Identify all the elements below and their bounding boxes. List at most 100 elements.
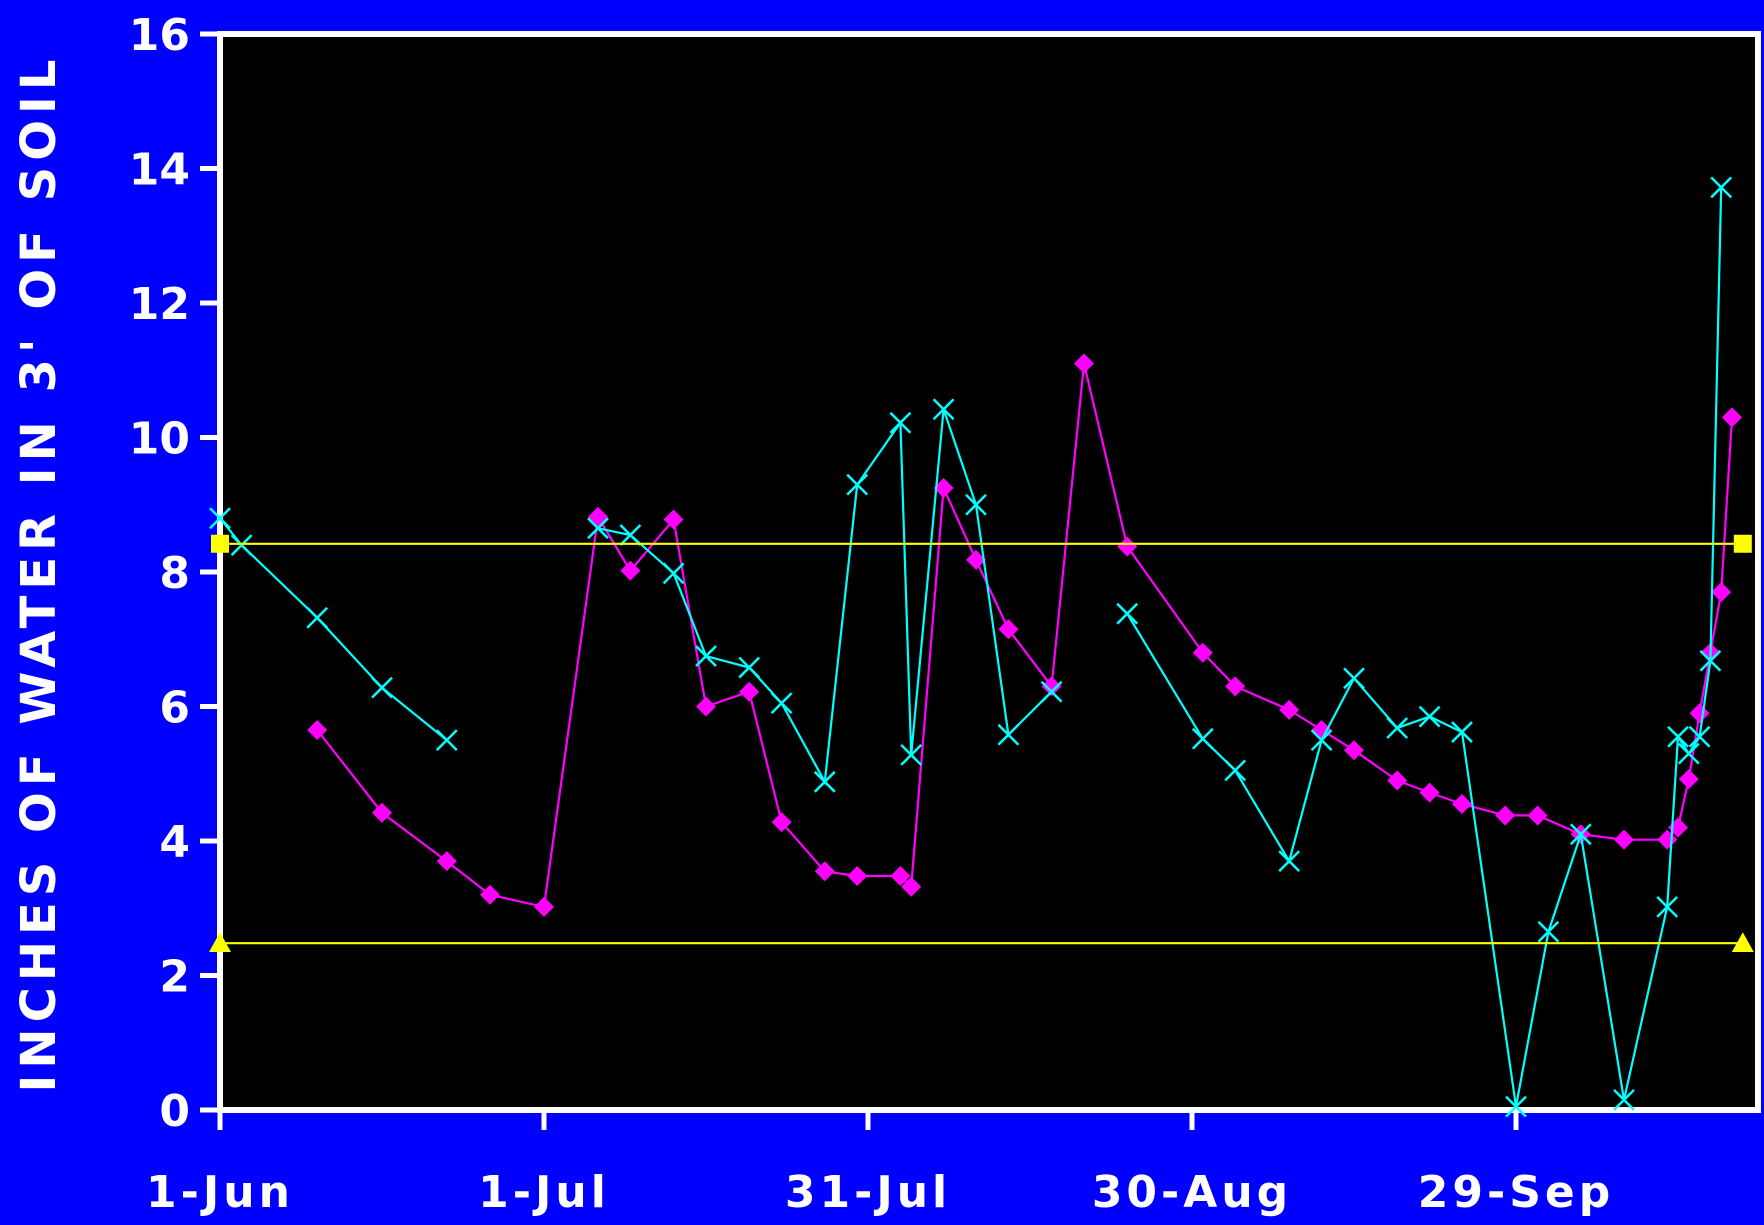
data-point: [1041, 676, 1062, 697]
data-point: [966, 549, 986, 570]
data-point: [965, 493, 987, 516]
data-point: [997, 723, 1020, 746]
data-point: [1343, 667, 1365, 690]
data-point: [1731, 932, 1754, 953]
series-2: [211, 534, 1752, 553]
data-point: [480, 884, 500, 905]
data-point: [663, 509, 684, 530]
data-point: [1224, 759, 1247, 782]
data-point: [211, 534, 229, 553]
data-point: [1418, 705, 1441, 728]
x-tick-label: 1-Jul: [478, 1167, 610, 1218]
x-tick-label: 30-Aug: [1092, 1167, 1292, 1218]
data-point: [933, 477, 954, 498]
data-point: [1678, 769, 1699, 790]
data-point: [1527, 805, 1548, 826]
plot-area: [217, 31, 1761, 1113]
data-point: [1117, 536, 1138, 557]
data-point: [1278, 850, 1301, 873]
series-0-line: [316, 363, 1734, 909]
data-point: [771, 812, 792, 833]
data-point: [619, 524, 642, 546]
data-point: [306, 606, 329, 629]
data-point: [435, 729, 458, 752]
y-tick-label: 8: [159, 548, 190, 599]
x-tick-label: 29-Sep: [1418, 1167, 1615, 1218]
y-tick-label: 12: [129, 279, 190, 330]
y-tick-label: 10: [129, 414, 190, 465]
data-point: [1310, 729, 1333, 752]
data-point: [1386, 717, 1409, 739]
data-point: [230, 534, 253, 556]
data-point: [1537, 920, 1560, 943]
data-point: [1656, 896, 1679, 918]
data-point: [1614, 829, 1634, 850]
series-1: [209, 176, 1733, 1118]
data-point: [846, 473, 869, 496]
data-point: [209, 507, 231, 530]
data-point: [1452, 794, 1472, 815]
data-point: [1733, 534, 1752, 553]
data-point: [738, 656, 761, 679]
data-point: [620, 560, 641, 581]
data-point: [1225, 676, 1246, 697]
data-point: [436, 851, 457, 872]
data-point: [1279, 699, 1300, 720]
data-point: [1722, 407, 1742, 428]
data-point: [1613, 1089, 1635, 1111]
data-point: [1192, 642, 1213, 663]
series-0: [307, 353, 1742, 917]
y-tick-label: 4: [159, 817, 190, 868]
y-tick-label: 16: [129, 10, 190, 61]
data-point: [1116, 602, 1139, 625]
data-point: [209, 932, 231, 953]
data-point: [847, 865, 868, 886]
data-point: [695, 645, 717, 667]
data-point: [739, 681, 760, 702]
x-tick-label: 31-Jul: [785, 1167, 951, 1218]
data-point: [1495, 805, 1516, 826]
data-point: [1505, 1095, 1527, 1118]
data-point: [770, 692, 793, 715]
data-point: [1419, 782, 1440, 803]
y-tick-label: 6: [159, 683, 190, 734]
data-point: [998, 619, 1019, 640]
data-point: [813, 770, 836, 793]
data-point: [889, 411, 912, 434]
data-point: [1688, 725, 1711, 748]
series-layer: [209, 176, 1754, 1118]
data-point: [1699, 649, 1722, 672]
data-point: [932, 398, 955, 421]
data-point: [1667, 725, 1689, 748]
data-point: [900, 744, 923, 766]
data-point: [890, 865, 911, 886]
data-point: [372, 802, 392, 823]
data-point: [1569, 823, 1592, 846]
data-point: [371, 676, 393, 699]
data-point: [1074, 353, 1094, 374]
data-point: [901, 876, 922, 897]
data-point: [1387, 770, 1408, 791]
data-point: [1710, 176, 1733, 199]
y-tick-label: 0: [159, 1086, 190, 1137]
axes: 0 2 4 6 8 10 12 14 16 1-Jun 1-Jul 31-Jul 30-Aug 29-Se…: [129, 10, 1615, 1218]
y-tick-label: 14: [129, 145, 190, 196]
data-point: [307, 720, 328, 741]
y-tick-label: 2: [159, 952, 190, 1003]
data-point: [1344, 740, 1364, 761]
series-1-line: [597, 408, 1053, 786]
data-point: [662, 562, 685, 585]
data-point: [1040, 680, 1063, 703]
data-point: [1191, 727, 1214, 750]
data-point: [696, 696, 716, 717]
data-point: [1451, 721, 1473, 743]
data-point: [814, 861, 835, 882]
data-point: [1711, 582, 1732, 603]
data-point: [587, 517, 609, 540]
series-3: [209, 932, 1754, 953]
y-axis-title: INCHES OF WATER IN 3' OF SOIL: [11, 54, 67, 1093]
data-point: [534, 896, 554, 917]
x-tick-label: 1-Jun: [146, 1167, 294, 1218]
data-point: [1677, 742, 1700, 765]
